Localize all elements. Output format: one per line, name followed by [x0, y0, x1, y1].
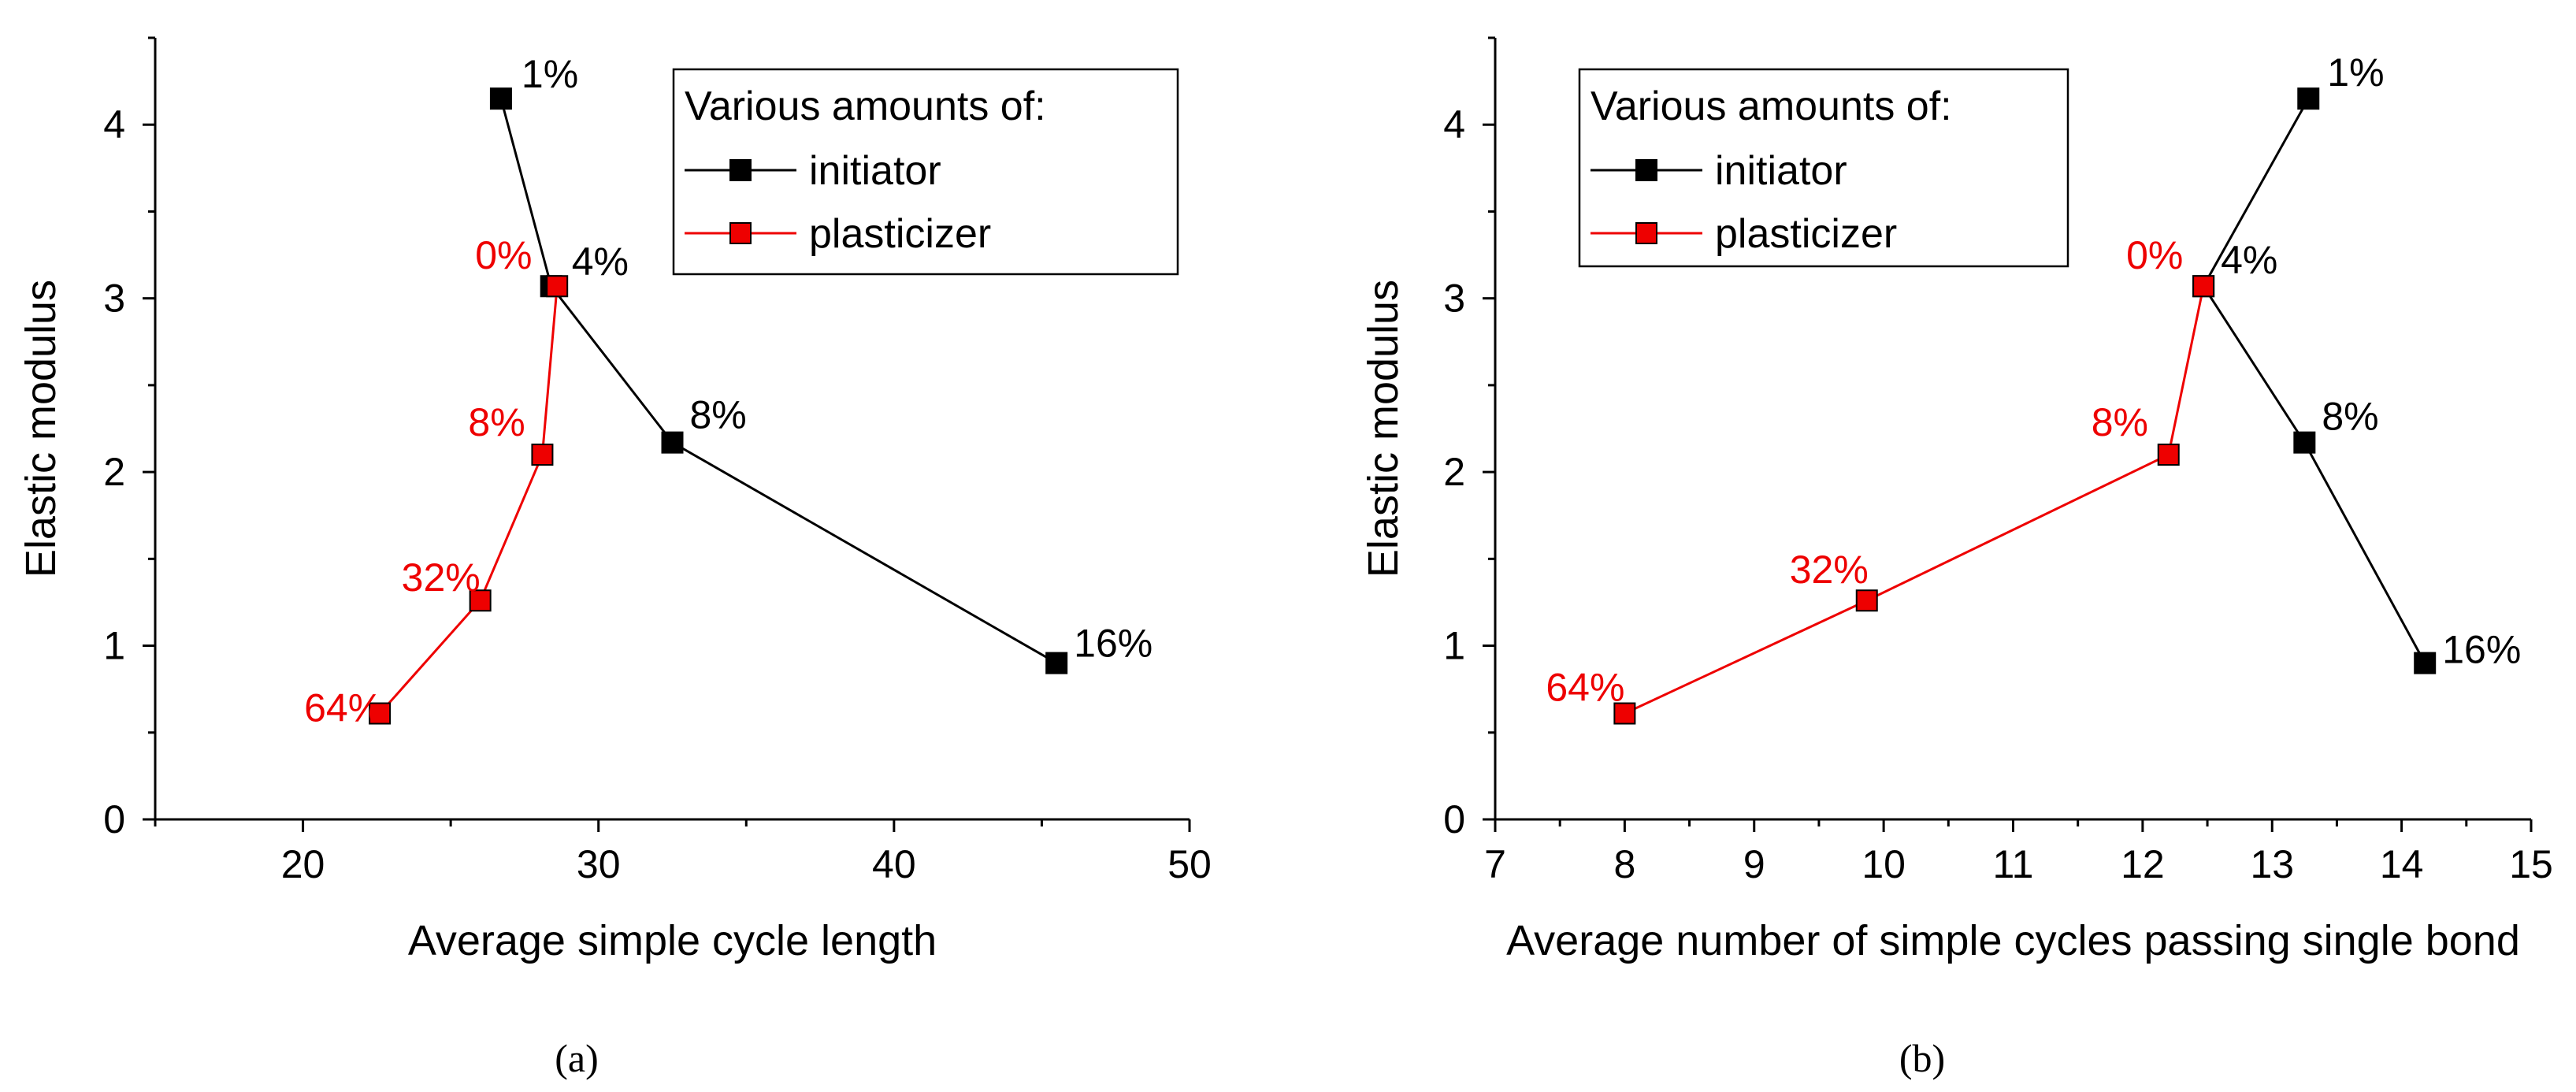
data-point-initiator — [1045, 652, 1068, 674]
y-tick-label: 3 — [1443, 277, 1465, 321]
data-point-plasticizer — [469, 589, 492, 612]
y-tick-label: 3 — [103, 277, 125, 321]
y-tick-label: 1 — [1443, 624, 1465, 668]
y-tick-label: 0 — [1443, 797, 1465, 841]
data-point-initiator — [2297, 87, 2320, 110]
y-axis-title: Elastic modulus — [1360, 280, 1407, 578]
data-label-initiator: 1% — [2327, 50, 2384, 95]
y-tick-label: 2 — [103, 450, 125, 494]
legend-label-initiator: initiator — [1715, 148, 1847, 194]
x-tick-label: 13 — [2250, 842, 2294, 886]
x-tick-label: 10 — [1861, 842, 1906, 886]
data-label-initiator: 8% — [690, 393, 747, 437]
data-label-initiator: 16% — [1074, 622, 1153, 666]
x-tick-label: 14 — [2380, 842, 2424, 886]
data-label-initiator: 4% — [2221, 238, 2277, 282]
x-tick-label: 8 — [1613, 842, 1635, 886]
legend-marker-initiator — [729, 159, 752, 181]
series-line-plasticizer — [378, 286, 559, 715]
x-tick-label: 15 — [2509, 842, 2553, 886]
legend-title: Various amounts of: — [685, 84, 1046, 129]
legend-label-plasticizer: plasticizer — [1715, 211, 1897, 257]
data-point-plasticizer — [546, 275, 569, 298]
data-point-initiator — [2293, 431, 2316, 454]
data-label-plasticizer: 64% — [1546, 666, 1624, 710]
legend-marker-plasticizer — [1635, 222, 1657, 244]
x-tick-label: 30 — [577, 842, 621, 886]
series-plasticizer: 64% 32% 8% 0% — [304, 233, 569, 730]
y-tick-label: 0 — [103, 797, 125, 841]
legend-label-initiator: initiator — [809, 148, 941, 194]
legend: Various amounts of: initiator plasticizer — [672, 68, 1179, 276]
data-point-plasticizer — [1613, 702, 1636, 725]
panel-caption: (a) — [555, 1036, 599, 1080]
data-label-plasticizer: 0% — [475, 233, 532, 277]
x-tick-label: 20 — [281, 842, 325, 886]
x-tick-label: 11 — [1993, 842, 2034, 886]
data-label-initiator: 1% — [522, 52, 578, 96]
x-axis-title: Average number of simple cycles passing … — [1506, 917, 2520, 964]
panel-caption: (b) — [1899, 1036, 1945, 1080]
data-point-plasticizer — [2157, 444, 2180, 466]
y-tick-label: 4 — [1443, 102, 1465, 147]
legend: Various amounts of: initiator plasticizer — [1578, 68, 2069, 268]
y-tick-label: 2 — [1443, 450, 1465, 494]
data-label-plasticizer: 8% — [468, 400, 525, 444]
data-label-plasticizer: 32% — [1790, 548, 1869, 592]
series-plasticizer: 64% 32% 8% 0% — [1546, 233, 2215, 725]
data-label-plasticizer: 8% — [2092, 400, 2148, 444]
y-axis-title: Elastic modulus — [17, 280, 65, 578]
data-label-initiator: 4% — [572, 240, 629, 284]
x-tick-label: 40 — [872, 842, 916, 886]
x-tick-label: 50 — [1167, 842, 1212, 886]
x-tick-label: 12 — [2121, 842, 2165, 886]
data-point-initiator — [661, 431, 684, 454]
legend-marker-plasticizer — [729, 222, 752, 244]
legend-title: Various amounts of: — [1591, 84, 1952, 129]
data-point-initiator — [489, 87, 512, 110]
x-axis-title: Average simple cycle length — [408, 917, 937, 964]
data-point-plasticizer — [2192, 275, 2215, 298]
legend-label-plasticizer: plasticizer — [809, 211, 991, 257]
x-tick-label: 9 — [1743, 842, 1765, 886]
data-point-initiator — [2414, 652, 2437, 674]
series-initiator: 1% 4% 8% 16% — [2192, 50, 2521, 674]
data-point-plasticizer — [369, 702, 392, 725]
data-label-plasticizer: 0% — [2126, 233, 2183, 277]
data-point-plasticizer — [531, 444, 554, 466]
x-tick-label: 7 — [1484, 842, 1506, 886]
legend-marker-initiator — [1635, 159, 1657, 181]
data-label-plasticizer: 64% — [304, 686, 383, 730]
y-tick-label: 1 — [103, 624, 125, 668]
series-line-initiator — [2202, 98, 2426, 664]
series-line-plasticizer — [1624, 285, 2205, 715]
legend-box — [672, 68, 1179, 276]
data-point-plasticizer — [1855, 589, 1878, 612]
data-label-plasticizer: 32% — [402, 555, 481, 600]
data-label-initiator: 16% — [2442, 628, 2521, 672]
chart-panel-a: 20 30 40 50 0 1 2 3 4 Average simple cycle length… — [17, 36, 1212, 1080]
y-tick-label: 4 — [103, 102, 125, 147]
data-label-initiator: 8% — [2322, 395, 2378, 439]
series-line-initiator — [499, 98, 1057, 664]
series-initiator: 1% 4% 8% 16% — [489, 52, 1153, 674]
